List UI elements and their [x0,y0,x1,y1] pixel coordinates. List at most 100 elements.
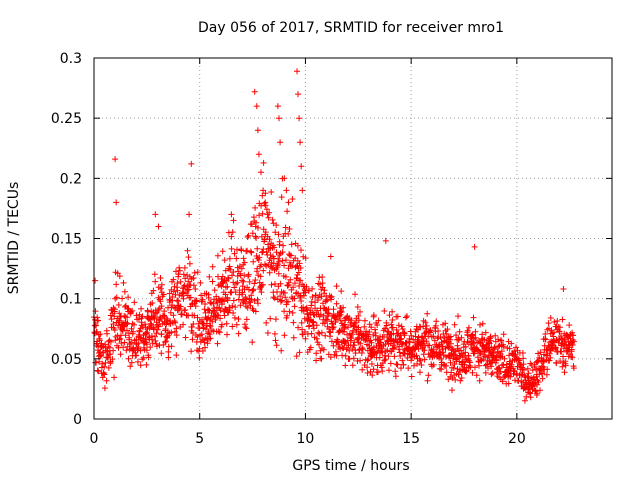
data-point [495,343,502,350]
data-point [298,247,304,254]
data-point [264,211,271,218]
data-point [228,245,235,252]
data-point [556,324,563,331]
data-point [558,348,565,355]
data-point [174,297,181,304]
data-point [302,335,309,342]
data-point [174,287,181,294]
data-point [173,352,180,359]
data-point [520,355,527,362]
data-point [398,365,404,372]
data-point [111,306,118,313]
data-point [398,335,405,342]
data-point [176,267,183,274]
data-point [234,279,241,286]
data-point [453,332,459,339]
data-point [278,347,285,354]
data-point [340,304,347,311]
data-point [243,325,250,332]
data-point [320,346,327,353]
data-point [197,279,204,286]
data-point [175,298,182,305]
y-tick-label: 0.25 [51,111,82,127]
data-point [219,273,226,280]
data-point [458,375,465,381]
data-point [557,333,564,339]
data-point [190,282,197,289]
data-point [128,309,134,316]
data-point [137,347,144,354]
data-point [133,352,140,359]
data-point [342,317,349,324]
data-point [369,372,376,379]
data-point [405,365,412,372]
data-point [95,317,101,324]
data-point [307,344,314,351]
data-point [417,324,424,330]
data-point [333,283,340,290]
data-point [134,358,141,365]
data-point [273,222,280,229]
data-point [194,269,201,276]
data-point [325,310,332,317]
data-point [393,326,400,333]
data-point [408,332,415,339]
data-point [245,271,252,278]
data-point [365,333,372,340]
data-point [221,257,228,264]
data-point [204,340,211,347]
data-point [308,302,315,309]
data-point [469,331,476,338]
data-point [125,305,132,312]
data-point [136,328,143,335]
data-point [313,335,320,342]
data-point [418,362,425,368]
data-point [202,344,208,351]
data-point [282,224,289,231]
data-point [326,328,333,335]
data-point [153,330,160,337]
data-point [211,287,218,294]
data-point [274,103,281,110]
data-point [128,359,135,366]
data-point [206,273,213,280]
data-point [570,338,577,345]
data-point [131,321,137,328]
data-point [101,385,108,392]
data-point [157,285,164,292]
data-point [517,361,524,368]
data-point [542,331,549,337]
data-point [235,316,242,322]
data-point [386,367,392,374]
data-point [422,319,429,326]
data-point [120,279,127,286]
data-point [152,337,159,344]
data-point [255,224,261,231]
data-point [180,321,187,328]
data-point [455,313,461,320]
data-point [295,324,302,331]
data-point [176,292,183,298]
data-point [296,260,303,267]
data-point [298,298,305,304]
data-point [450,365,457,371]
data-point [324,297,331,304]
data-point [248,296,255,303]
data-point [263,206,270,213]
data-point [375,369,381,376]
data-point [442,353,449,360]
data-point [427,327,434,334]
data-point [123,347,130,354]
data-point [346,347,353,354]
data-point [113,199,120,206]
data-point [223,320,230,327]
data-point [455,371,462,378]
data-point [271,295,278,302]
data-point [313,322,320,329]
data-point [310,325,317,332]
data-point [248,221,255,228]
data-point [363,328,370,335]
data-point [286,226,293,232]
data-point [281,308,288,315]
data-point [247,302,254,309]
